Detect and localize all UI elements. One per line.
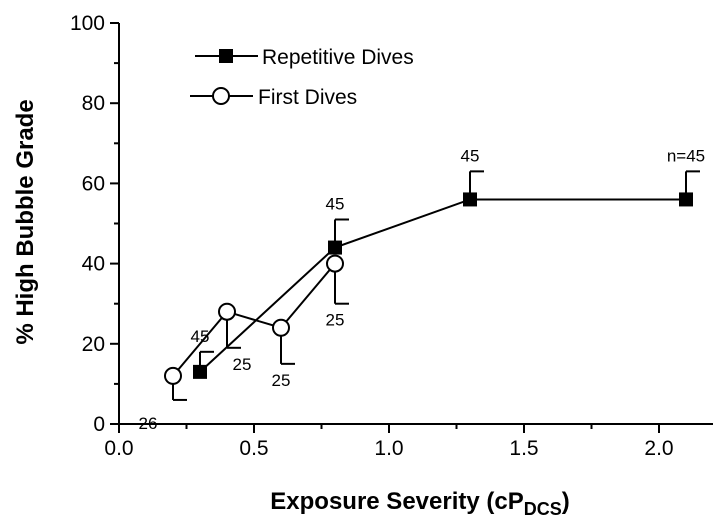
- y-tick-label: 60: [82, 172, 105, 195]
- data-point: [326, 254, 344, 273]
- axis-ticks: 0 20 40 60 80 100 0.0 0.5 1.0 1.5 2.0: [70, 12, 674, 460]
- n-label: 25: [272, 371, 291, 390]
- data-point: [679, 192, 693, 207]
- y-tick-label: 0: [93, 413, 105, 436]
- n-label: 45: [191, 327, 210, 346]
- n-labels: 45 45 45 n=45 26 25 25 25: [139, 146, 706, 433]
- series-repetitive-dives: [193, 170, 700, 379]
- n-label: n=45: [667, 146, 705, 165]
- legend-label-first: First Dives: [258, 86, 357, 109]
- data-point: [328, 240, 342, 255]
- data-point: [164, 366, 182, 385]
- x-tick-label: 1.5: [509, 437, 538, 460]
- n-label: 45: [461, 146, 480, 165]
- legend-item-first: First Dives: [190, 86, 357, 109]
- legend-marker-repetitive: [219, 49, 233, 63]
- x-axis-title-main: Exposure Severity (cP: [270, 488, 523, 515]
- y-tick-label: 20: [82, 333, 105, 356]
- data-point: [463, 192, 477, 207]
- x-tick-label: 2.0: [644, 437, 673, 460]
- data-point: [193, 364, 207, 379]
- legend-marker-first: [212, 87, 230, 105]
- x-tick-label: 0.5: [239, 437, 268, 460]
- n-label: 26: [139, 414, 158, 433]
- y-tick-label: 40: [82, 253, 105, 276]
- x-axis-title-suffix: ): [562, 488, 570, 515]
- series-line: [172, 262, 336, 377]
- x-axis-title-subscript: DCS: [524, 499, 562, 517]
- series-first-dives: [164, 254, 349, 401]
- y-tick-label: 80: [82, 92, 105, 115]
- x-tick-label: 0.0: [104, 437, 133, 460]
- legend-item-repetitive: Repetitive Dives: [195, 46, 414, 69]
- x-tick-label: 1.0: [374, 437, 403, 460]
- legend: Repetitive Dives First Dives: [190, 46, 414, 109]
- y-tick-label: 100: [70, 12, 105, 35]
- x-axis-title: Exposure Severity (cPDCS): [270, 488, 569, 517]
- n-label: 45: [326, 194, 345, 213]
- series-line: [199, 198, 686, 373]
- n-label: 25: [233, 355, 252, 374]
- n-label: 25: [326, 311, 345, 330]
- legend-label-repetitive: Repetitive Dives: [262, 46, 414, 69]
- data-point: [218, 302, 236, 321]
- data-point: [272, 318, 290, 337]
- series-layer: [164, 170, 700, 401]
- y-axis-title: % High Bubble Grade: [12, 99, 39, 344]
